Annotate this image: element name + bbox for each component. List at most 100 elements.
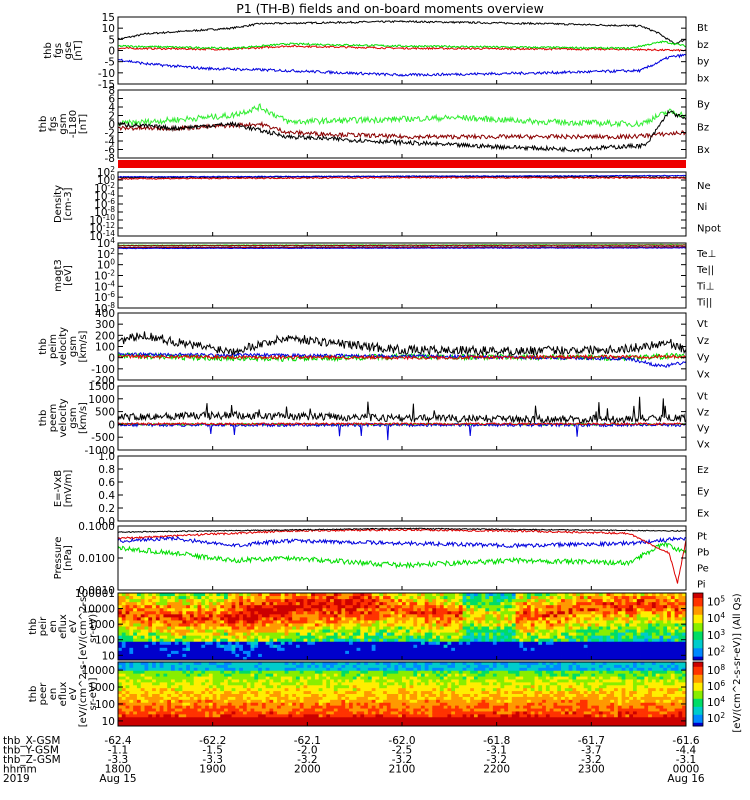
- spectrogram-cell: [235, 596, 240, 600]
- spectrogram-cell: [277, 602, 282, 606]
- spectrogram-cell: [617, 656, 623, 661]
- spectrogram-cell: [178, 711, 183, 715]
- spectrogram-cell: [591, 647, 596, 652]
- spectrogram-cell: [163, 653, 168, 658]
- spectrogram-cell: [144, 714, 149, 718]
- spectrogram-cell: [402, 617, 407, 621]
- spectrogram-cell: [159, 685, 164, 689]
- spectrogram-cell: [155, 650, 161, 655]
- spectrogram-cell: [155, 626, 161, 630]
- spectrogram-cell: [212, 620, 217, 624]
- spectrogram-cell: [269, 676, 274, 680]
- spectrogram-cell: [144, 685, 149, 689]
- spectrogram-cell: [371, 656, 376, 661]
- spectrogram-cell: [125, 614, 130, 618]
- spectrogram-cell: [579, 611, 585, 615]
- spectrogram-cell: [417, 599, 422, 603]
- spectrogram-cell: [239, 705, 244, 709]
- spectrogram-cell: [265, 632, 270, 637]
- colorbar-segment: [693, 594, 703, 597]
- spectrogram-cell: [201, 717, 206, 721]
- spectrogram-cell: [568, 608, 573, 612]
- spectrogram-cell: [277, 708, 282, 712]
- spectrogram-cell: [171, 694, 176, 698]
- spectrogram-cell: [455, 614, 460, 618]
- spectrogram-cell: [307, 623, 312, 627]
- spectrogram-cell: [375, 623, 380, 627]
- spectrogram-cell: [178, 699, 183, 704]
- spectrogram-cell: [246, 679, 251, 683]
- spectrogram-cell: [193, 673, 198, 677]
- spectrogram-cell: [227, 688, 232, 692]
- spectrogram-cell: [617, 629, 623, 633]
- spectrogram-cell: [587, 629, 592, 633]
- spectrogram-cell: [224, 717, 229, 721]
- spectrogram-cell: [295, 647, 301, 652]
- spectrogram-cell: [398, 626, 403, 630]
- spectrogram-cell: [466, 641, 471, 646]
- spectrogram-cell: [617, 641, 623, 646]
- spectrogram-cell: [292, 626, 297, 630]
- spectrogram-cell: [205, 593, 210, 597]
- spectrogram-cell: [299, 688, 304, 692]
- spectrogram-cell: [129, 662, 134, 666]
- spectrogram-cell: [144, 670, 149, 675]
- spectrogram-cell: [292, 653, 297, 658]
- spectrogram-cell: [246, 720, 251, 724]
- spectrogram-cell: [553, 644, 558, 649]
- spectrogram-cell: [227, 708, 232, 712]
- spectrogram-cell: [314, 650, 320, 655]
- spectrogram-cell: [171, 688, 176, 692]
- spectrogram-cell: [367, 602, 373, 606]
- spectrogram-cell: [447, 605, 452, 609]
- spectrogram-cell: [515, 656, 520, 661]
- spectrogram-cell: [417, 647, 422, 652]
- spectrogram-cell: [455, 596, 460, 600]
- spectrogram-cell: [295, 650, 301, 655]
- spectrogram-cell: [504, 641, 509, 646]
- spectrogram-cell: [519, 614, 524, 618]
- spectrogram-cell: [242, 679, 248, 683]
- spectrogram-cell: [436, 629, 441, 633]
- spectrogram-cell: [258, 676, 263, 680]
- spectrogram-cell: [261, 676, 267, 680]
- spectrogram-cell: [598, 635, 604, 640]
- spectrogram-cell: [303, 670, 308, 675]
- spectrogram-cell: [572, 602, 577, 606]
- spectrogram-cell: [371, 596, 376, 600]
- spectrogram-cell: [667, 596, 672, 600]
- spectrogram-cell: [167, 717, 172, 721]
- spectrogram-cell: [655, 641, 660, 646]
- spectrogram-cell: [205, 653, 210, 658]
- spectrogram-cell: [466, 656, 471, 661]
- spectrogram-cell: [311, 691, 316, 695]
- spectrogram-cell: [614, 620, 619, 624]
- spectrogram-cell: [288, 617, 293, 621]
- spectrogram-cell: [447, 644, 452, 649]
- spectrogram-cell: [492, 644, 498, 649]
- spectrogram-cell: [159, 720, 164, 724]
- spectrogram-cell: [242, 611, 248, 615]
- spectrogram-cell: [261, 711, 267, 715]
- spectrogram-cell: [178, 620, 183, 624]
- spectrogram-cell: [417, 623, 422, 627]
- spectrogram-cell: [432, 638, 437, 643]
- spectrogram-cell: [152, 653, 157, 658]
- colorbar-segment: [693, 651, 703, 654]
- spectrogram-cell: [133, 605, 138, 609]
- spectrogram-cell: [496, 635, 501, 640]
- spectrogram-cell: [420, 641, 426, 646]
- spectrogram-cell: [265, 653, 270, 658]
- spectrogram-cell: [602, 626, 607, 630]
- spectrogram-cell: [231, 682, 236, 686]
- spectrogram-cell: [526, 608, 532, 612]
- spectrogram-cell: [648, 653, 653, 658]
- spectrogram-cell: [231, 608, 236, 612]
- spectrogram-cell: [515, 623, 520, 627]
- spectrogram-cell: [288, 694, 293, 698]
- spectrogram-cell: [242, 605, 248, 609]
- spectrogram-cell: [632, 629, 638, 633]
- spectrogram-cell: [383, 620, 388, 624]
- spectrogram-cell: [163, 694, 168, 698]
- spectrogram-cell: [224, 691, 229, 695]
